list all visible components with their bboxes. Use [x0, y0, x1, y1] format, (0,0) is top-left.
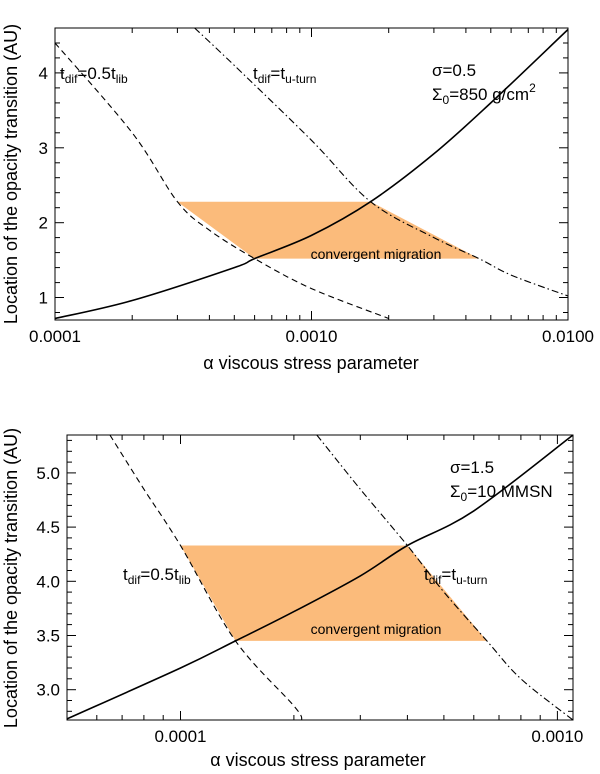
convergent-migration-region — [177, 201, 479, 259]
convergent-migration-region — [180, 545, 487, 641]
x-axis-title: α viscous stress parameter — [210, 750, 425, 770]
y-axis-title: Location of the opacity transition (AU) — [1, 24, 21, 324]
y-tick-label: 1 — [39, 289, 48, 308]
series-line-dashdot — [194, 28, 568, 297]
series-line-dashdot — [316, 435, 573, 720]
x-tick-label: 0.0010 — [286, 327, 338, 346]
series-line-solid — [67, 435, 573, 720]
y-tick-label: 3.0 — [36, 681, 60, 700]
label-sigma: σ=1.5 — [450, 458, 494, 477]
series-line-dashed — [55, 42, 389, 320]
x-tick-label: 0.0001 — [155, 727, 207, 746]
label-surface-density: Σ0=850 g/cm2 — [432, 81, 536, 107]
label-tdif-tuturn: tdif=tu-turn — [424, 565, 487, 587]
y-tick-label: 3.5 — [36, 627, 60, 646]
x-tick-label: 0.0100 — [542, 327, 594, 346]
series-line-solid — [55, 28, 568, 320]
label-tdif-tuturn: tdif=tu-turn — [253, 64, 316, 86]
y-tick-label: 3 — [39, 139, 48, 158]
x-tick-label: 0.0010 — [531, 727, 583, 746]
label-sigma: σ=0.5 — [432, 61, 476, 80]
label-surface-density: Σ0=10 MMSN — [450, 482, 553, 504]
chart-panel-bottom: 0.0001 0.0010 3.0 3.5 4.0 4.5 5.0 convergent m… — [1, 428, 583, 770]
y-tick-label: 4 — [39, 64, 48, 83]
plot-frame — [66, 434, 574, 721]
y-tick-label: 4.0 — [36, 572, 60, 591]
x-axis-title: α viscous stress parameter — [203, 353, 418, 373]
y-tick-label: 2 — [39, 214, 48, 233]
label-tdif-tlib: tdif=0.5tlib — [123, 565, 191, 587]
chart-panel-top: 0.0001 0.0010 0.0100 1 2 3 4 convergent migrat… — [1, 24, 594, 373]
y-tick-label: 4.5 — [36, 518, 60, 537]
region-label: convergent migration — [311, 246, 442, 262]
series-line-dashed — [109, 435, 303, 720]
x-tick-label: 0.0001 — [29, 327, 81, 346]
y-axis-title: Location of the opacity transition (AU) — [1, 428, 21, 728]
label-tdif-tlib: tdif=0.5tlib — [60, 64, 128, 86]
region-label: convergent migration — [311, 621, 442, 637]
y-tick-label: 5.0 — [36, 464, 60, 483]
